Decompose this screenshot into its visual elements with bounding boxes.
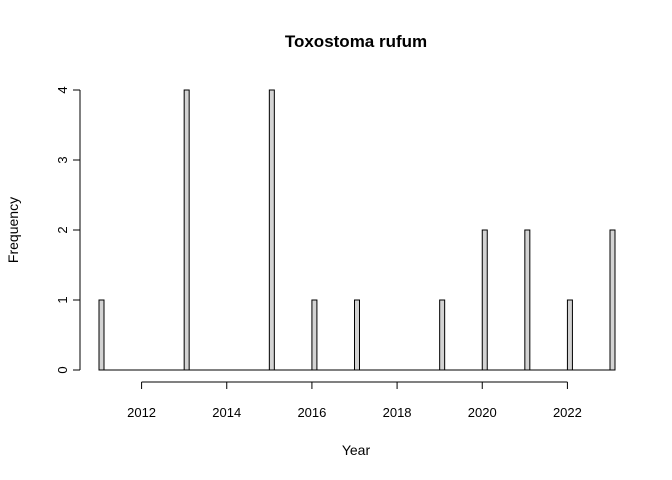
bar-2020	[481, 229, 488, 371]
y-tick-label: 4	[55, 86, 70, 93]
y-axis: 0 1 2 3 4	[55, 86, 81, 374]
bar-2016	[311, 299, 318, 371]
bar-2019	[439, 299, 446, 371]
x-axis-label: Year	[342, 442, 371, 458]
y-tick-label: 2	[55, 226, 70, 233]
bars-group	[98, 89, 616, 371]
x-tick-label: 2012	[127, 405, 156, 420]
x-tick-label: 2020	[468, 405, 497, 420]
x-axis: 2012 2014 2016 2018 2020 2022	[127, 381, 582, 420]
x-tick-label: 2018	[383, 405, 412, 420]
bar-2013	[183, 89, 190, 371]
bar-2011	[98, 299, 105, 371]
x-tick-label: 2014	[212, 405, 241, 420]
y-axis-label: Frequency	[5, 197, 21, 263]
bar-2017	[354, 299, 360, 371]
bar-2023	[609, 229, 616, 371]
bar-2022	[566, 299, 573, 371]
chart-title: Toxostoma rufum	[285, 32, 427, 51]
x-tick-label: 2022	[553, 405, 582, 420]
bar-2021	[524, 229, 531, 371]
x-tick-label: 2016	[297, 405, 326, 420]
y-tick-label: 0	[55, 366, 70, 373]
y-tick-label: 1	[55, 296, 70, 303]
bar-2015	[268, 89, 275, 371]
y-tick-label: 3	[55, 156, 70, 163]
